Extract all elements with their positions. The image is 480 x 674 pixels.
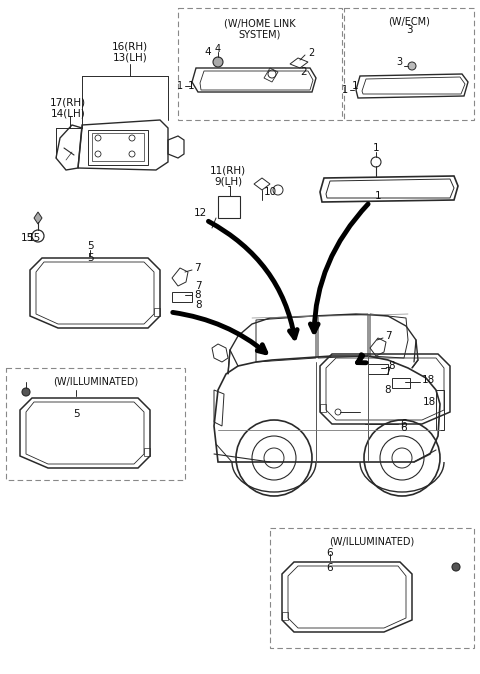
Text: 8: 8 [388, 361, 395, 371]
Bar [270, 528, 474, 648]
Text: 6: 6 [327, 548, 333, 558]
Text: 6: 6 [400, 423, 407, 433]
Text: 5: 5 [72, 409, 79, 419]
Text: 7: 7 [384, 367, 391, 377]
Text: 16(RH)
13(LH): 16(RH) 13(LH) [112, 41, 148, 63]
Circle shape [452, 563, 460, 571]
Text: 6: 6 [400, 419, 407, 429]
Bar [178, 8, 342, 120]
Text: 15: 15 [27, 233, 41, 243]
Text: 18: 18 [423, 397, 436, 407]
Text: 8: 8 [195, 300, 202, 310]
Polygon shape [34, 212, 42, 224]
Text: 3: 3 [406, 25, 413, 35]
Text: 10: 10 [264, 187, 276, 197]
Text: 8: 8 [194, 290, 201, 300]
Text: 1: 1 [375, 191, 381, 201]
Text: 5: 5 [87, 241, 93, 251]
Text: 6: 6 [327, 563, 333, 573]
Text: 7: 7 [195, 281, 202, 291]
Text: 4: 4 [215, 44, 221, 54]
Text: 11(RH)
9(LH): 11(RH) 9(LH) [210, 165, 246, 187]
Text: (W/ILLUMINATED): (W/ILLUMINATED) [53, 376, 139, 386]
Text: 17(RH)
14(LH): 17(RH) 14(LH) [50, 97, 86, 119]
Bar [368, 364, 388, 374]
Text: 18: 18 [422, 375, 435, 385]
Text: 8: 8 [384, 385, 391, 395]
Bar [88, 130, 148, 165]
Text: 1: 1 [372, 143, 379, 153]
Circle shape [22, 388, 30, 396]
Circle shape [213, 57, 223, 67]
Text: 1: 1 [352, 81, 359, 91]
Text: (W/ILLUMINATED): (W/ILLUMINATED) [329, 536, 415, 546]
Bar [92, 133, 144, 161]
Text: 7: 7 [194, 263, 201, 273]
Bar [344, 8, 474, 120]
Text: 3: 3 [396, 57, 402, 67]
Text: (W/ECM): (W/ECM) [388, 16, 430, 26]
Text: 1: 1 [188, 81, 194, 91]
Bar [6, 368, 185, 480]
Bar [172, 292, 192, 302]
Circle shape [408, 62, 416, 70]
Text: (W/HOME LINK
SYSTEM): (W/HOME LINK SYSTEM) [224, 18, 296, 40]
Text: 1: 1 [177, 81, 183, 91]
Text: 12: 12 [193, 208, 206, 218]
Text: 2: 2 [300, 67, 307, 77]
Text: 5: 5 [87, 253, 93, 263]
Text: 4: 4 [204, 47, 211, 57]
Text: 15: 15 [21, 233, 34, 243]
Text: 7: 7 [385, 331, 392, 341]
Bar [392, 378, 410, 388]
Text: 2: 2 [308, 48, 314, 58]
Text: 1: 1 [342, 85, 348, 95]
